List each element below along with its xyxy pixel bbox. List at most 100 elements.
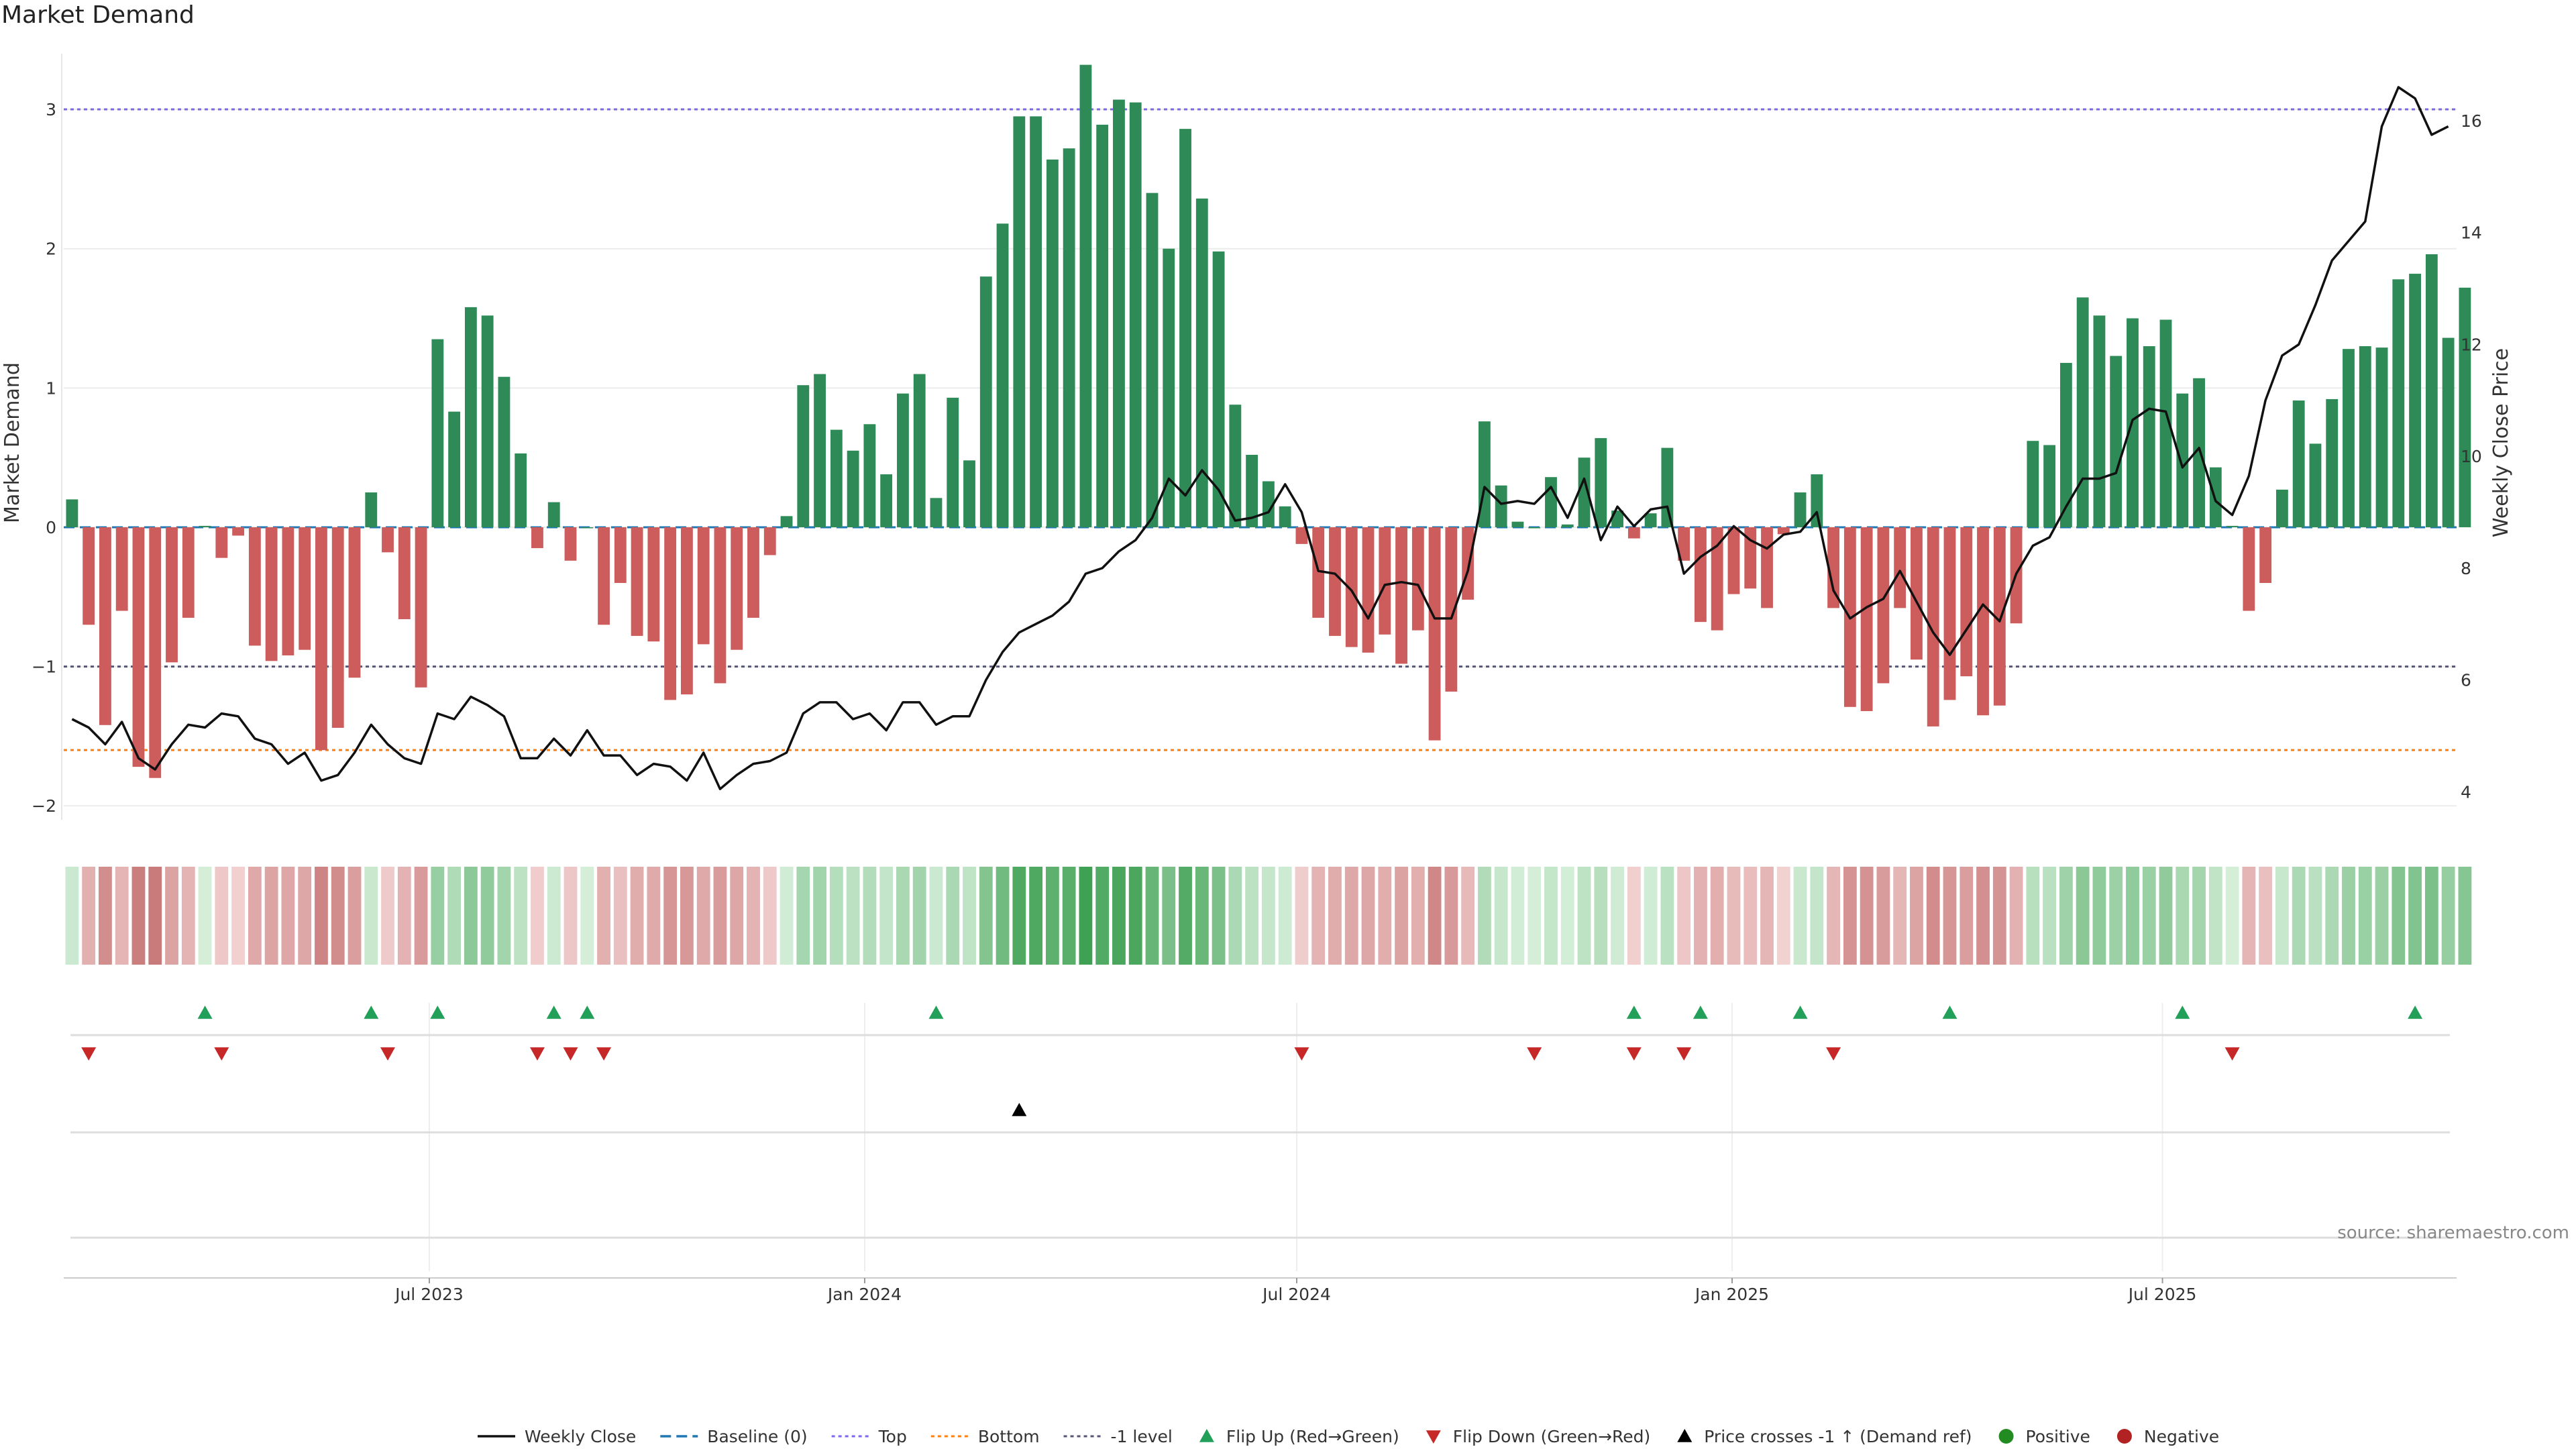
heat-cell [2308, 867, 2322, 965]
flip-up-marker [430, 1006, 445, 1019]
heat-cell [2225, 867, 2239, 965]
heat-cell [2076, 867, 2090, 965]
heat-cell [2392, 867, 2406, 965]
demand-bar [1595, 438, 1607, 527]
demand-bar [631, 527, 643, 636]
heat-cell [431, 867, 445, 965]
flip-down-marker [1294, 1047, 1309, 1061]
demand-bar [780, 516, 793, 527]
heat-cell [1012, 867, 1026, 965]
demand-bar [66, 499, 78, 527]
heat-cell [514, 867, 528, 965]
heat-cell [2092, 867, 2106, 965]
heat-cell [2275, 867, 2289, 965]
heat-cell [1743, 867, 1758, 965]
demand-bar [847, 450, 859, 527]
demand-bar [1362, 527, 1375, 653]
heat-cell [1428, 867, 1442, 965]
demand-bar [2459, 287, 2471, 527]
demand-bar [1445, 527, 1458, 692]
legend-label: Flip Up (Red→Green) [1226, 1427, 1399, 1446]
demand-bar [182, 527, 195, 618]
x-tick-label: Jul 2024 [1261, 1285, 1331, 1304]
demand-bar [99, 527, 111, 725]
heat-cell [1943, 867, 1957, 965]
flip-down-marker [1676, 1047, 1692, 1061]
demand-bar [996, 223, 1009, 527]
demand-bar [531, 527, 543, 549]
heat-cell [580, 867, 594, 965]
heat-cell [1378, 867, 1392, 965]
flip-up-marker [1792, 1006, 1808, 1019]
legend-swatch [1426, 1430, 1441, 1444]
x-tick-label: Jan 2025 [1694, 1285, 1769, 1304]
demand-bar [1179, 129, 1191, 527]
demand-bar [1495, 485, 1507, 527]
heat-cell [730, 867, 744, 965]
heat-cell [181, 867, 195, 965]
flip-down-marker [596, 1047, 612, 1061]
heat-cell [1976, 867, 1990, 965]
demand-bar [1462, 527, 1474, 600]
demand-bar [598, 527, 610, 625]
demand-bar [2059, 362, 2072, 527]
flip-up-marker [2408, 1006, 2423, 1019]
heat-cell [813, 867, 826, 965]
y-tick-label: 3 [46, 100, 56, 119]
demand-bar [2425, 254, 2438, 527]
demand-bar [763, 527, 776, 555]
heat-cell [1311, 867, 1326, 965]
heat-cell [713, 867, 727, 965]
heat-cell [115, 867, 129, 965]
heat-cell [397, 867, 411, 965]
demand-bar [1279, 506, 1291, 527]
heat-cell [680, 867, 694, 965]
heat-cell [2176, 867, 2190, 965]
heat-cell [846, 867, 860, 965]
heat-cell [2424, 867, 2438, 965]
x-tick-label: Jul 2023 [394, 1285, 464, 1304]
heat-cell [264, 867, 278, 965]
demand-bar [1229, 405, 1242, 527]
heat-cell [1278, 867, 1292, 965]
demand-bar [2226, 525, 2239, 527]
demand-bar [2027, 441, 2039, 527]
heat-cell [2109, 867, 2123, 965]
heat-cell [1245, 867, 1259, 965]
heat-cell [1860, 867, 1874, 965]
y2-tick-label: 6 [2461, 671, 2471, 690]
demand-bar [1030, 116, 1042, 527]
demand-bar [664, 527, 677, 700]
heat-cell [763, 867, 777, 965]
heat-cell [1045, 867, 1059, 965]
heat-cell [747, 867, 760, 965]
demand-bar [647, 527, 660, 642]
heat-cell [1344, 867, 1358, 965]
demand-bar [2275, 489, 2288, 527]
reference-lines [64, 108, 2457, 751]
heat-cell [780, 867, 794, 965]
heat-cell [879, 867, 894, 965]
demand-bar [481, 315, 494, 527]
demand-bar [2110, 356, 2123, 527]
heat-cell [298, 867, 312, 965]
heat-cell [2441, 867, 2455, 965]
heat-cell [1511, 867, 1525, 965]
demand-bar [299, 527, 311, 650]
heat-cell [82, 867, 96, 965]
source-note: source: sharemaestro.com [2337, 1223, 2569, 1243]
demand-bar [331, 527, 344, 728]
heat-cell [414, 867, 428, 965]
flip-down-marker [380, 1047, 395, 1061]
heat-cell [364, 867, 378, 965]
demand-bar [1312, 527, 1325, 618]
heat-cell [2126, 867, 2139, 965]
y2-tick-label: 16 [2461, 111, 2482, 131]
heat-cell [613, 867, 627, 965]
y2-axis-label: Weekly Close Price [2489, 348, 2513, 537]
demand-bar [581, 527, 594, 529]
heat-cell [1926, 867, 1940, 965]
demand-bar [315, 527, 327, 751]
demand-bar [2076, 297, 2089, 527]
